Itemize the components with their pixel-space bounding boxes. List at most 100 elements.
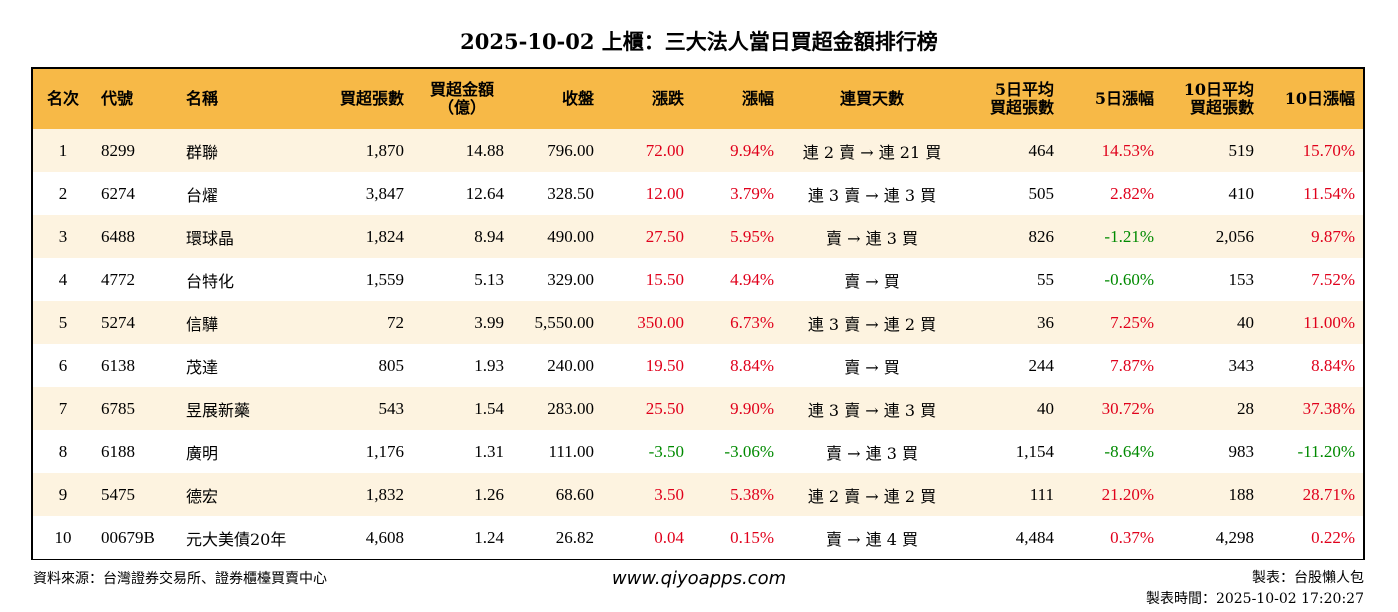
pct10-cell: 11.54% xyxy=(1303,183,1355,203)
close-cell: 796.00 xyxy=(547,140,594,160)
avg10-cell: 40 xyxy=(1237,312,1254,332)
avg5-cell: 505 xyxy=(1028,183,1055,203)
change-cell: 3.50 xyxy=(654,484,684,504)
rank-cell: 4 xyxy=(58,269,68,289)
name-cell: 昱展新藥 xyxy=(186,400,251,420)
table-row: 3 6488 環球晶 1,824 8.94 490.00 27.50 5.95% 賣 → 連 3… xyxy=(33,215,1363,258)
header-code: 代號 xyxy=(101,89,134,108)
close-cell: 26.82 xyxy=(555,527,594,547)
avg10-cell: 983 xyxy=(1228,441,1255,461)
avg5-cell: 464 xyxy=(1028,140,1055,160)
header-net-amount-line1: 買超金額 xyxy=(429,80,494,99)
table-row: 7 6785 昱展新藥 543 1.54 283.00 25.50 9.90% 連 3 賣 → … xyxy=(33,387,1363,430)
code-cell: 5274 xyxy=(101,312,135,332)
header-avg5-line1: 5日平均 xyxy=(994,80,1054,99)
pct-cell: -3.06% xyxy=(724,441,774,461)
pct10-cell: -11.20% xyxy=(1297,441,1355,461)
net-amount-cell: 1.31 xyxy=(474,441,504,461)
pct10-cell: 11.00% xyxy=(1303,312,1355,332)
avg5-cell: 55 xyxy=(1037,269,1054,289)
net-lots-cell: 1,870 xyxy=(365,140,404,160)
pct10-cell: 37.38% xyxy=(1302,398,1355,418)
header-net-lots: 買超張數 xyxy=(339,89,404,108)
streak-cell: 連 3 賣 → 連 3 買 xyxy=(807,400,937,420)
change-cell: 0.04 xyxy=(654,527,684,547)
streak-cell: 賣 → 買 xyxy=(844,271,900,291)
pct10-cell: 28.71% xyxy=(1302,484,1355,504)
website-link[interactable]: www.qiyoapps.com xyxy=(611,568,787,589)
pct5-cell: 14.53% xyxy=(1101,140,1154,160)
change-cell: 350.00 xyxy=(637,312,684,332)
streak-cell: 連 3 賣 → 連 2 買 xyxy=(807,314,937,334)
pct5-cell: 7.87% xyxy=(1110,355,1154,375)
pct-cell: 6.73% xyxy=(730,312,774,332)
avg10-cell: 519 xyxy=(1228,140,1255,160)
pct5-cell: 0.37% xyxy=(1110,527,1154,547)
rank-cell: 1 xyxy=(58,140,68,160)
avg5-cell: 111 xyxy=(1029,484,1054,504)
close-cell: 283.00 xyxy=(547,398,594,418)
net-lots-cell: 543 xyxy=(378,398,405,418)
change-cell: 27.50 xyxy=(645,226,684,246)
avg5-cell: 244 xyxy=(1028,355,1055,375)
streak-cell: 賣 → 連 4 買 xyxy=(826,529,918,549)
streak-cell: 連 3 賣 → 連 3 買 xyxy=(807,185,937,205)
header-avg10: 10日平均 買超張數 xyxy=(1162,69,1262,129)
net-amount-cell: 1.24 xyxy=(474,527,504,547)
pct-cell: 8.84% xyxy=(730,355,774,375)
table-header-row: 名次 代號 名稱 買超張數 買超金額 （億） 收盤 漲跌 漲幅 連買天數 5日平… xyxy=(33,69,1363,129)
header-name: 名稱 xyxy=(186,89,219,108)
close-cell: 329.00 xyxy=(547,269,594,289)
page-title: 2025-10-02 上櫃：三大法人當日買超金額排行榜 xyxy=(460,29,938,54)
table-row: 1 8299 群聯 1,870 14.88 796.00 72.00 9.94% 連 2 賣 →… xyxy=(33,129,1363,172)
rank-cell: 6 xyxy=(58,355,68,375)
table-row: 2 6274 台燿 3,847 12.64 328.50 12.00 3.79% 連 3 賣 →… xyxy=(33,172,1363,215)
pct5-cell: 30.72% xyxy=(1101,398,1154,418)
net-lots-cell: 1,176 xyxy=(365,441,404,461)
net-amount-cell: 14.88 xyxy=(465,140,504,160)
net-amount-cell: 3.99 xyxy=(474,312,504,332)
pct10-cell: 9.87% xyxy=(1311,226,1355,246)
pct-cell: 4.94% xyxy=(730,269,774,289)
change-cell: -3.50 xyxy=(648,441,684,461)
table-row: 10 00679B 元大美債20年 4,608 1.24 26.82 0.04 0.15% 賣 … xyxy=(33,516,1363,559)
name-cell: 元大美債20年 xyxy=(186,529,287,549)
code-cell: 6488 xyxy=(101,226,135,246)
net-amount-cell: 1.93 xyxy=(474,355,504,375)
code-cell: 00679B xyxy=(101,527,155,547)
avg10-cell: 4,298 xyxy=(1215,527,1254,547)
pct10-cell: 7.52% xyxy=(1311,269,1355,289)
code-cell: 8299 xyxy=(101,140,135,160)
net-lots-cell: 805 xyxy=(378,355,405,375)
pct-cell: 3.79% xyxy=(730,183,774,203)
streak-cell: 賣 → 買 xyxy=(844,357,900,377)
table-row: 5 5274 信驊 72 3.99 5,550.00 350.00 6.73% 連 3 賣 → … xyxy=(33,301,1363,344)
change-cell: 25.50 xyxy=(645,398,684,418)
header-pct5: 5日漲幅 xyxy=(1094,89,1154,108)
code-cell: 4772 xyxy=(101,269,135,289)
pct10-cell: 0.22% xyxy=(1311,527,1355,547)
avg5-cell: 1,154 xyxy=(1015,441,1054,461)
made-time: 製表時間：2025-10-02 17:20:27 xyxy=(1145,591,1364,607)
pct5-cell: 21.20% xyxy=(1101,484,1154,504)
pct10-cell: 15.70% xyxy=(1302,140,1355,160)
header-pct10: 10日漲幅 xyxy=(1284,89,1355,108)
net-lots-cell: 72 xyxy=(387,312,404,332)
name-cell: 群聯 xyxy=(186,142,219,162)
close-cell: 490.00 xyxy=(547,226,594,246)
net-amount-cell: 8.94 xyxy=(474,226,504,246)
avg5-cell: 36 xyxy=(1037,312,1054,332)
data-source: 資料來源：台灣證券交易所、證券櫃檯買賣中心 xyxy=(33,571,327,587)
pct-cell: 5.95% xyxy=(730,226,774,246)
header-close: 收盤 xyxy=(561,89,594,108)
table-row: 4 4772 台特化 1,559 5.13 329.00 15.50 4.94% 賣 → 買 55… xyxy=(33,258,1363,301)
avg5-cell: 40 xyxy=(1037,398,1054,418)
pct5-cell: -0.60% xyxy=(1104,269,1154,289)
pct5-cell: 7.25% xyxy=(1110,312,1154,332)
code-cell: 6188 xyxy=(101,441,135,461)
pct-cell: 5.38% xyxy=(730,484,774,504)
maker-label: 製表：台股懶人包 xyxy=(1252,570,1364,586)
header-avg5-line2: 買超張數 xyxy=(989,98,1054,117)
net-amount-cell: 5.13 xyxy=(474,269,504,289)
net-amount-cell: 1.26 xyxy=(474,484,504,504)
